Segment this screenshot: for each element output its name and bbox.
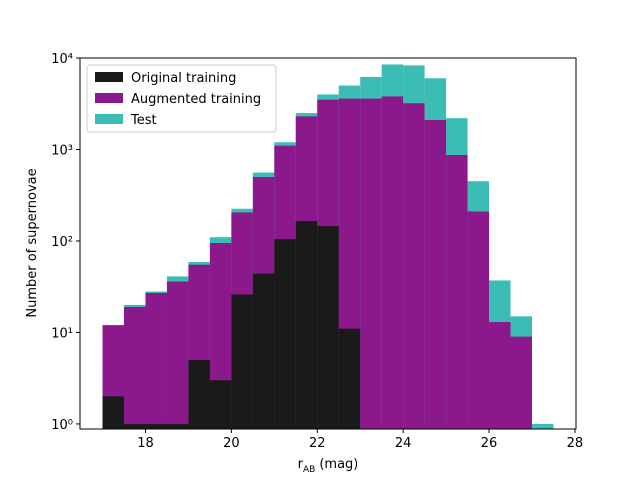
- legend-swatch: [95, 72, 123, 82]
- bar: [145, 423, 167, 429]
- bar: [446, 155, 468, 429]
- bar: [188, 359, 210, 429]
- bar: [124, 423, 146, 429]
- bar: [166, 423, 189, 429]
- x-label-base: r: [298, 457, 304, 472]
- y-tick-label: 10⁰: [51, 418, 73, 433]
- legend-swatch: [95, 93, 123, 103]
- legend-box: [86, 64, 277, 133]
- bar: [360, 98, 382, 429]
- legend-label: Augmented training: [131, 92, 261, 107]
- y-tick-label: 10²: [51, 235, 73, 250]
- bar: [317, 226, 339, 429]
- bar: [338, 328, 361, 429]
- bar: [102, 396, 125, 429]
- bar: [124, 306, 146, 429]
- x-tick-label: 28: [567, 436, 584, 451]
- bar: [166, 281, 189, 429]
- bar: [274, 239, 296, 429]
- bar: [489, 322, 511, 429]
- x-tick-label: 22: [309, 436, 326, 451]
- bar: [231, 294, 253, 429]
- bar: [145, 292, 167, 429]
- x-axis-label: rAB (mag): [298, 457, 359, 475]
- bar: [295, 221, 318, 429]
- legend-swatch: [95, 114, 123, 124]
- bar: [510, 336, 532, 429]
- x-tick-label: 26: [481, 436, 498, 451]
- bar: [403, 103, 425, 429]
- bar: [531, 423, 554, 429]
- y-tick-label: 10³: [51, 143, 73, 158]
- x-tick-label: 20: [223, 436, 240, 451]
- x-label-unit: (mag): [319, 457, 358, 472]
- bar: [252, 273, 275, 429]
- bar: [424, 120, 447, 429]
- bar: [381, 96, 404, 429]
- y-tick-label: 10⁴: [51, 52, 73, 67]
- legend-label: Test: [130, 113, 157, 128]
- x-label-subscript: AB: [303, 465, 315, 475]
- bar: [209, 380, 232, 429]
- bar: [467, 211, 490, 429]
- legend-label: Original training: [131, 71, 236, 86]
- x-tick-label: 18: [137, 436, 154, 451]
- x-tick-label: 24: [395, 436, 412, 451]
- y-axis-label: Number of supernovae: [25, 168, 40, 317]
- plot-frame: [79, 57, 577, 430]
- y-tick-label: 10¹: [51, 326, 73, 341]
